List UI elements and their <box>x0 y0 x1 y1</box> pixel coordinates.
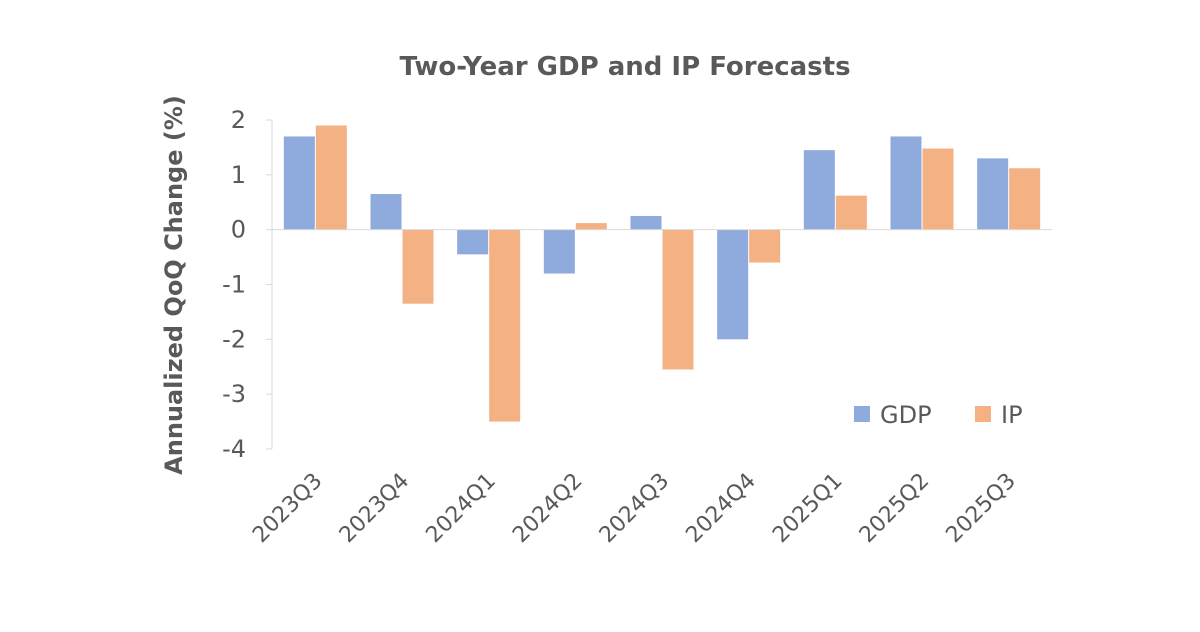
y-tick-label: -4 <box>222 435 246 463</box>
bar-gdp-2025q2 <box>890 136 922 230</box>
y-tick-label: 0 <box>231 216 246 244</box>
x-tick-label: 2025Q2 <box>855 469 934 548</box>
y-axis-label: Annualized QoQ Change (%) <box>160 95 188 475</box>
x-tick-label: 2025Q3 <box>941 469 1020 548</box>
x-tick-label: 2024Q4 <box>681 469 760 548</box>
bar-gdp-2023q3 <box>283 136 315 230</box>
x-tick-label: 2024Q3 <box>595 469 674 548</box>
chart-title: Two-Year GDP and IP Forecasts <box>399 52 850 82</box>
x-tick-label: 2024Q2 <box>508 469 587 548</box>
y-tick-label: 2 <box>231 106 246 134</box>
bar-gdp-2024q1 <box>457 229 489 255</box>
bar-gdp-2025q1 <box>803 150 835 230</box>
bar-ip-2025q3 <box>1009 168 1041 230</box>
bar-ip-2025q1 <box>835 195 867 230</box>
bar-ip-2024q4 <box>749 229 781 263</box>
y-tick-label: -2 <box>222 325 246 353</box>
bars <box>283 125 1041 422</box>
x-tick-label: 2023Q3 <box>248 469 327 548</box>
legend-swatch-ip <box>975 406 991 422</box>
bar-gdp-2025q3 <box>977 158 1009 230</box>
bar-gdp-2024q4 <box>717 229 749 340</box>
x-tick-label: 2024Q1 <box>421 469 500 548</box>
bar-ip-2024q1 <box>489 229 521 422</box>
legend: GDP IP <box>854 401 1023 429</box>
x-tick-label: 2025Q1 <box>768 469 847 548</box>
bar-ip-2023q4 <box>402 229 434 304</box>
legend-label-gdp: GDP <box>880 401 932 429</box>
legend-swatch-gdp <box>854 406 870 422</box>
bar-gdp-2023q4 <box>370 194 402 230</box>
y-tick-label: 1 <box>231 161 246 189</box>
y-tick-label: -1 <box>222 271 246 299</box>
x-axis: 2023Q3 2023Q4 2024Q1 2024Q2 2024Q3 2024Q4 2025… <box>248 229 1052 548</box>
legend-label-ip: IP <box>1001 401 1023 429</box>
bar-ip-2024q2 <box>575 223 607 230</box>
y-axis: 2 1 0 -1 -2 -3 -4 <box>222 106 273 463</box>
bar-ip-2024q3 <box>662 229 694 370</box>
bar-ip-2025q2 <box>922 148 954 230</box>
bar-gdp-2024q2 <box>543 229 575 274</box>
bar-ip-2023q3 <box>315 125 347 230</box>
y-tick-label: -3 <box>222 380 246 408</box>
x-tick-label: 2023Q4 <box>335 469 414 548</box>
bar-gdp-2024q3 <box>630 215 662 230</box>
